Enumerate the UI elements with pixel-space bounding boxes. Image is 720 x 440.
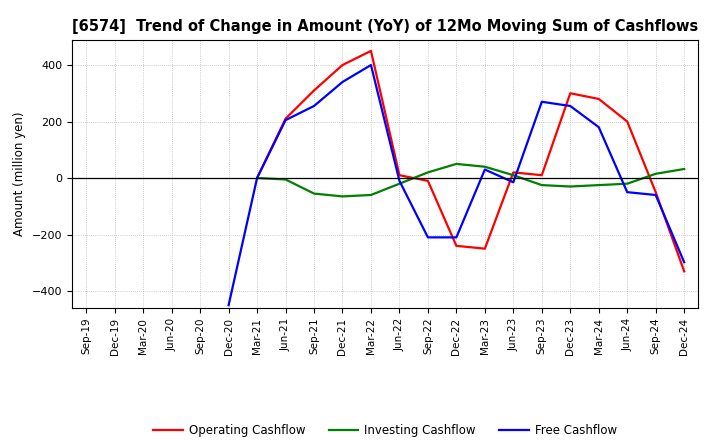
Operating Cashflow [253, 176, 261, 181]
Operating Cashflow [509, 170, 518, 175]
Free Cashflow [225, 303, 233, 308]
Legend: Operating Cashflow, Investing Cashflow, Free Cashflow: Operating Cashflow, Investing Cashflow, … [148, 419, 622, 440]
Y-axis label: Amount (million yen): Amount (million yen) [13, 112, 26, 236]
Investing Cashflow [623, 181, 631, 186]
Operating Cashflow [366, 48, 375, 54]
Free Cashflow [566, 103, 575, 109]
Operating Cashflow [595, 96, 603, 102]
Investing Cashflow [480, 164, 489, 169]
Investing Cashflow [680, 166, 688, 172]
Investing Cashflow [452, 161, 461, 167]
Free Cashflow [253, 176, 261, 181]
Investing Cashflow [509, 172, 518, 178]
Free Cashflow [452, 235, 461, 240]
Operating Cashflow [680, 269, 688, 274]
Operating Cashflow [452, 243, 461, 249]
Investing Cashflow [395, 181, 404, 186]
Investing Cashflow [338, 194, 347, 199]
Free Cashflow [366, 62, 375, 68]
Title: [6574]  Trend of Change in Amount (YoY) of 12Mo Moving Sum of Cashflows: [6574] Trend of Change in Amount (YoY) o… [72, 19, 698, 34]
Operating Cashflow [537, 172, 546, 178]
Free Cashflow [537, 99, 546, 104]
Free Cashflow [395, 178, 404, 183]
Line: Investing Cashflow: Investing Cashflow [257, 164, 684, 196]
Line: Free Cashflow: Free Cashflow [229, 65, 684, 305]
Operating Cashflow [338, 62, 347, 68]
Operating Cashflow [652, 190, 660, 195]
Free Cashflow [623, 190, 631, 195]
Free Cashflow [310, 103, 318, 109]
Free Cashflow [652, 192, 660, 198]
Free Cashflow [595, 125, 603, 130]
Investing Cashflow [423, 170, 432, 175]
Investing Cashflow [253, 176, 261, 181]
Investing Cashflow [566, 184, 575, 189]
Free Cashflow [480, 167, 489, 172]
Operating Cashflow [623, 119, 631, 124]
Free Cashflow [680, 260, 688, 265]
Free Cashflow [423, 235, 432, 240]
Operating Cashflow [480, 246, 489, 251]
Investing Cashflow [366, 192, 375, 198]
Investing Cashflow [537, 183, 546, 188]
Investing Cashflow [595, 183, 603, 188]
Investing Cashflow [652, 171, 660, 176]
Operating Cashflow [395, 172, 404, 178]
Investing Cashflow [310, 191, 318, 196]
Operating Cashflow [423, 178, 432, 183]
Operating Cashflow [566, 91, 575, 96]
Free Cashflow [338, 79, 347, 84]
Operating Cashflow [282, 116, 290, 121]
Free Cashflow [282, 117, 290, 123]
Operating Cashflow [310, 88, 318, 93]
Line: Operating Cashflow: Operating Cashflow [257, 51, 684, 271]
Investing Cashflow [282, 177, 290, 182]
Free Cashflow [509, 180, 518, 185]
